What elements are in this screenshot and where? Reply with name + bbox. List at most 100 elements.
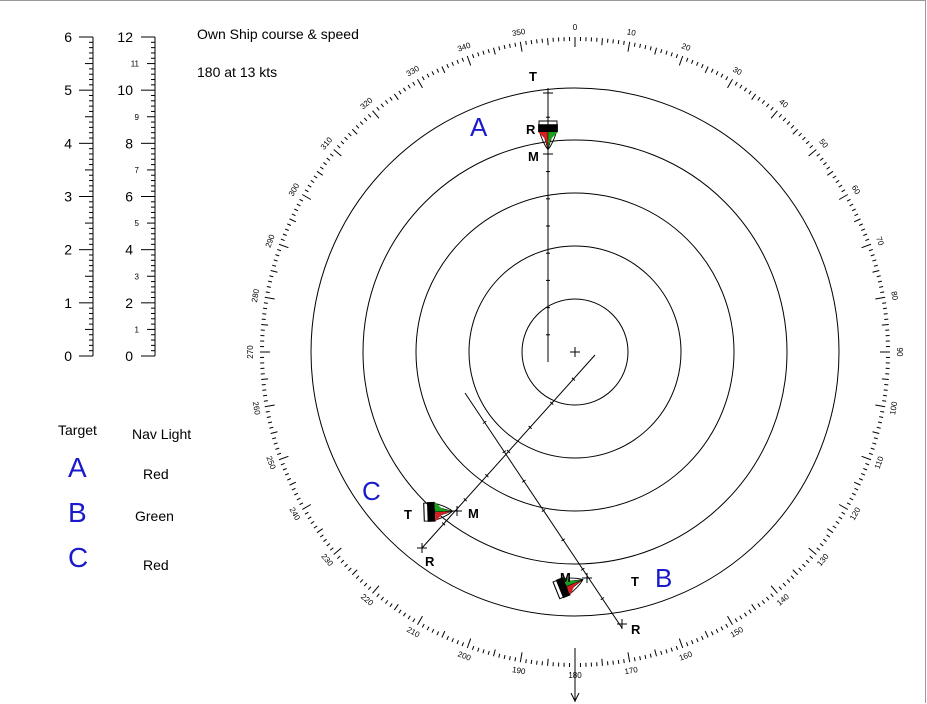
bearing-tick [267, 280, 273, 283]
bearing-tick [770, 110, 778, 119]
bearing-tick [841, 511, 846, 515]
bearing-tick [861, 455, 872, 461]
bearing-tick [808, 547, 817, 555]
bearing-tick [623, 659, 625, 664]
bearing-tick [264, 404, 275, 408]
bearing-tick [644, 44, 647, 50]
bearing-tick [710, 631, 714, 636]
target-c-track-tick [441, 522, 446, 526]
right-scale-label: 6 [125, 189, 133, 205]
bearing-tick [670, 647, 673, 652]
bearing-tick [881, 378, 889, 380]
bearing-tick [838, 184, 843, 188]
bearing-tick [838, 516, 843, 520]
bearing-tick [877, 421, 883, 424]
bearing-tick [348, 132, 352, 137]
bearing-label: 250 [264, 455, 277, 471]
bearing-tick [770, 585, 778, 594]
bearing-label: 220 [359, 592, 375, 608]
bearing-tick [471, 53, 475, 59]
bearing-tick [854, 213, 859, 217]
bearing-tick [333, 547, 342, 555]
bearing-tick [835, 180, 840, 184]
right-scale-label: 2 [125, 295, 133, 311]
bearing-tick [809, 144, 814, 149]
bearing-tick [863, 468, 868, 471]
bearing-tick [751, 93, 757, 100]
target-b-vessel [552, 577, 584, 600]
bearing-tick [748, 90, 752, 95]
vessel-port-light [538, 132, 548, 142]
left-scale-label: 3 [64, 189, 72, 205]
target-c-track-tick [549, 401, 554, 405]
bearing-tick [393, 93, 399, 100]
bearing-tick [344, 136, 348, 141]
bearing-tick [393, 604, 399, 611]
bearing-tick [809, 555, 814, 560]
target-a-name: A [470, 112, 488, 142]
target-b-track-tick [482, 420, 487, 424]
bearing-tick [385, 100, 389, 104]
bearing-label: 350 [511, 27, 526, 38]
bearing-label: 90 [895, 348, 904, 357]
table-row-light: Red [143, 466, 169, 482]
bearing-tick [509, 656, 511, 661]
bearing-tick [367, 586, 372, 591]
bearing-label: 20 [680, 41, 692, 53]
bearing-tick [879, 286, 884, 288]
bearing-tick [287, 223, 292, 226]
bearing-tick [879, 416, 884, 418]
bearing-label: 130 [815, 552, 831, 568]
bearing-tick [276, 248, 282, 252]
bearing-tick [291, 487, 296, 491]
bearing-tick [461, 57, 465, 62]
range-ring [362, 139, 788, 565]
right-scale-label: 4 [125, 242, 133, 258]
target-a-vessel [538, 120, 558, 151]
bearing-tick [870, 447, 875, 450]
bearing-tick [398, 609, 402, 614]
right-scale-label: 0 [125, 348, 133, 364]
left-scale-label: 2 [64, 242, 72, 258]
target-c-r-label: R [425, 554, 435, 569]
bearing-tick [344, 563, 348, 568]
bearing-tick [778, 113, 783, 118]
target-b-track-tick [600, 597, 605, 601]
bearing-tick [389, 96, 393, 101]
bearing-label: 140 [775, 592, 791, 608]
bearing-label: 160 [678, 649, 694, 662]
bearing-tick [792, 569, 799, 576]
bearing-label: 50 [817, 137, 830, 150]
target-b-name: B [655, 563, 672, 593]
bearing-tick [289, 218, 297, 223]
bearing-tick [264, 296, 275, 300]
bearing-tick [734, 618, 738, 623]
bearing-tick [827, 528, 834, 534]
bearing-label: 240 [288, 506, 303, 523]
bearing-tick [725, 76, 729, 81]
bearing-tick [873, 437, 878, 440]
bearing-tick [446, 635, 449, 640]
bearing-tick [372, 585, 380, 594]
bearing-tick [691, 59, 694, 64]
bearing-tick [868, 452, 874, 456]
own-ship-course-speed: 180 at 13 kts [197, 64, 278, 80]
bearing-tick [477, 52, 480, 57]
bearing-tick [770, 593, 774, 598]
right-scale-minor-label: 9 [135, 113, 140, 122]
bearing-tick [805, 140, 810, 145]
bearing-label: 210 [405, 625, 422, 640]
bearing-tick [351, 128, 358, 135]
bearing-tick [865, 238, 870, 242]
nav-light-column-header: Nav Light [132, 426, 192, 442]
target-b-track-tick [541, 508, 546, 513]
bearing-tick [808, 149, 817, 157]
bearing-label: 280 [250, 288, 261, 303]
bearing-tick [770, 106, 774, 111]
bearing-tick [417, 615, 423, 626]
target-b-track-tick [521, 479, 526, 483]
bearing-tick [301, 504, 312, 510]
bearing-tick [265, 291, 270, 294]
bearing-tick [263, 302, 268, 304]
